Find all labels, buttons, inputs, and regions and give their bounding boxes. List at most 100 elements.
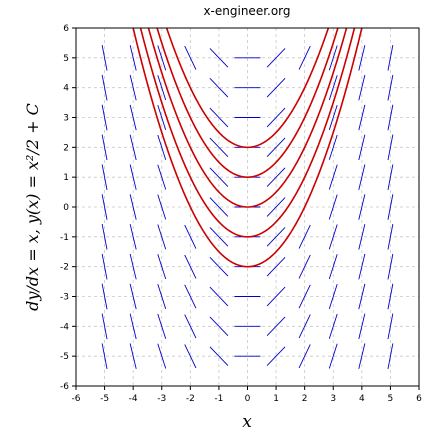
slope-segment xyxy=(101,164,108,191)
slope-segment xyxy=(387,104,394,131)
slope-segment xyxy=(266,316,286,337)
slope-segment xyxy=(328,134,338,160)
slope-segment xyxy=(101,253,108,280)
slope-segment xyxy=(328,313,338,339)
slope-segment xyxy=(328,194,338,220)
x-tick-label: 3 xyxy=(330,394,336,404)
slope-segment xyxy=(358,283,366,310)
y-tick-label: 1 xyxy=(63,173,69,183)
x-tick-label: 1 xyxy=(273,394,279,404)
x-tick-label: 4 xyxy=(359,394,365,404)
y-tick-label: 6 xyxy=(63,24,69,34)
slope-segment xyxy=(328,104,338,131)
slope-segment xyxy=(387,74,394,101)
slope-segment xyxy=(266,286,286,307)
slope-segment xyxy=(157,254,167,280)
slope-segment xyxy=(328,164,338,190)
slope-segment xyxy=(101,283,108,310)
solution-curve xyxy=(165,28,330,149)
slope-segment xyxy=(358,74,366,101)
y-tick-label: -6 xyxy=(60,382,69,392)
slope-segment xyxy=(101,194,108,220)
slope-segment xyxy=(266,48,286,68)
slope-segment xyxy=(266,77,286,98)
slope-segment xyxy=(184,314,197,339)
x-tick-label: 6 xyxy=(416,394,422,404)
slope-segment xyxy=(387,223,394,250)
x-tick-label: -6 xyxy=(72,394,81,404)
slope-segment xyxy=(387,283,394,310)
slope-segment xyxy=(157,313,167,339)
y-axis-label: dy/dx = x, y(x) = x²/2 + C xyxy=(23,103,42,311)
slope-segment xyxy=(101,223,108,250)
slope-segment xyxy=(387,44,394,71)
slope-segment xyxy=(129,253,137,280)
slope-segment xyxy=(101,134,108,161)
slope-segment xyxy=(157,104,167,131)
slope-segment xyxy=(266,227,286,247)
slope-segment xyxy=(358,164,366,190)
x-tick-label: -5 xyxy=(100,394,109,404)
slope-segment xyxy=(157,283,167,310)
slope-segment xyxy=(298,45,311,70)
slope-segment xyxy=(328,45,338,71)
slope-segment xyxy=(358,253,366,280)
slope-segment xyxy=(157,343,167,369)
x-tick-label: -3 xyxy=(157,394,166,404)
slope-segment xyxy=(101,44,108,71)
slope-segment xyxy=(209,286,229,307)
slope-segment xyxy=(298,224,311,249)
slope-segment xyxy=(184,344,197,369)
slope-segment xyxy=(101,343,108,370)
y-tick-label: 0 xyxy=(63,203,69,213)
slope-segment xyxy=(387,134,394,161)
slope-segment xyxy=(184,254,197,279)
slope-segment xyxy=(129,313,137,340)
x-tick-label: 0 xyxy=(245,394,251,404)
slope-segment xyxy=(328,343,338,369)
y-tick-label: 2 xyxy=(63,143,69,153)
slope-segment xyxy=(129,104,137,131)
slope-segment xyxy=(209,107,229,128)
slope-segment xyxy=(266,256,286,277)
slope-segment xyxy=(209,227,229,247)
slope-segment xyxy=(101,74,108,101)
slope-segment xyxy=(129,134,137,161)
slope-segment xyxy=(129,343,137,369)
solution-curve xyxy=(139,28,356,238)
slope-segment xyxy=(209,316,229,337)
slope-segment xyxy=(209,346,229,366)
slope-segment xyxy=(358,134,366,161)
slope-segment xyxy=(298,314,311,339)
slope-segment xyxy=(387,194,394,220)
slope-segment xyxy=(129,45,137,71)
slope-segment xyxy=(298,254,311,279)
slope-segment xyxy=(328,224,338,250)
slope-segment xyxy=(387,343,394,370)
solution-curve xyxy=(147,28,348,208)
slope-segment xyxy=(358,104,366,131)
slope-segment xyxy=(209,137,229,158)
x-tick-label: -2 xyxy=(186,394,195,404)
y-tick-label: -4 xyxy=(60,322,69,332)
slope-segment xyxy=(157,164,167,190)
slope-segment xyxy=(358,224,366,250)
x-tick-label: 2 xyxy=(302,394,308,404)
slope-segment xyxy=(266,137,286,158)
slope-segment xyxy=(209,197,229,217)
y-tick-label: 3 xyxy=(63,114,69,124)
y-tick-label: -2 xyxy=(60,263,69,273)
slope-segment xyxy=(328,283,338,310)
solution-curves xyxy=(132,28,363,268)
slope-segment xyxy=(157,134,167,160)
slope-segment xyxy=(129,224,137,250)
y-axis-ticks: 6 5 4 3 2 1 0 -1 -2 -3 -4 -5 -6 xyxy=(60,24,76,392)
x-tick-label: -4 xyxy=(129,394,138,404)
slope-segment xyxy=(157,224,167,250)
slope-segment xyxy=(129,194,137,220)
slope-segment xyxy=(266,167,286,187)
slope-segment xyxy=(209,256,229,277)
slope-segment xyxy=(266,107,286,128)
slope-segment xyxy=(358,194,366,220)
